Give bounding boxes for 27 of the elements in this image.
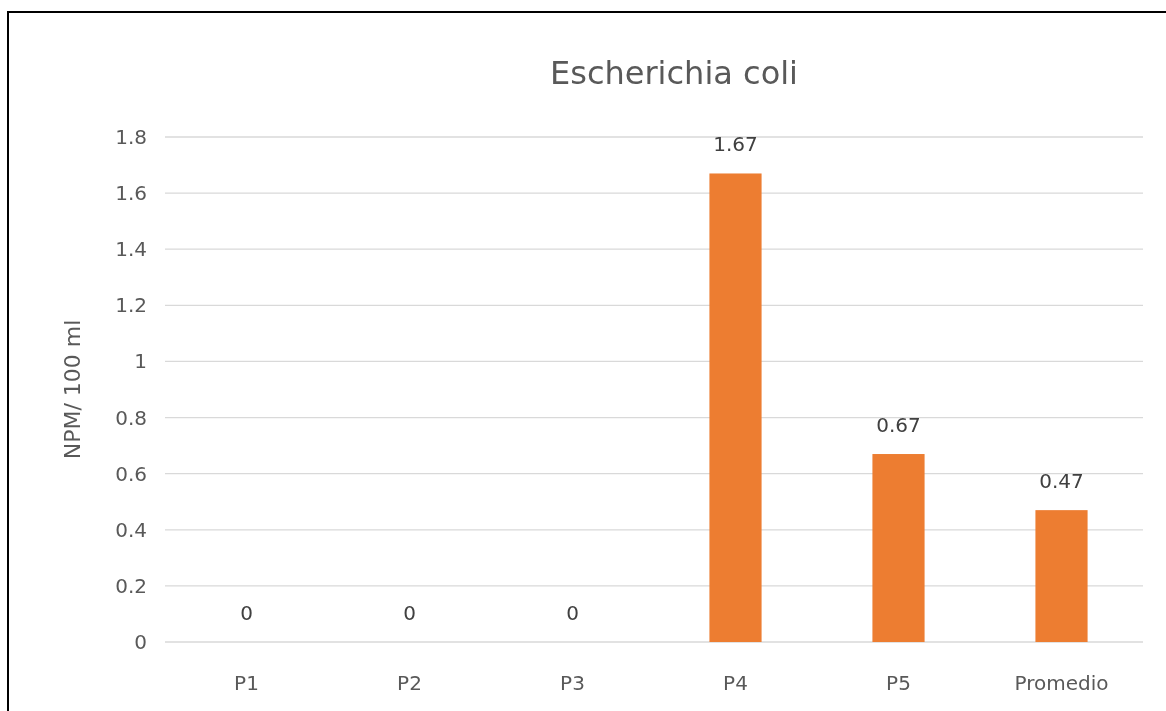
- y-tick-label: 0.6: [115, 461, 147, 486]
- data-label: 0.67: [876, 413, 921, 438]
- y-tick-label: 0.2: [115, 573, 147, 598]
- data-label: 1.67: [713, 132, 758, 157]
- y-tick-label: 0.4: [115, 517, 147, 542]
- y-axis-title: NPM/ 100 ml: [60, 319, 85, 460]
- y-tick-label: 0.8: [115, 405, 147, 430]
- x-tick-label: Promedio: [1014, 671, 1109, 695]
- x-tick-label: P3: [560, 671, 585, 695]
- data-label: 0.47: [1039, 469, 1084, 494]
- data-label: 0: [403, 601, 416, 625]
- x-tick-label: P5: [886, 671, 911, 695]
- y-tick-label: 0: [134, 630, 147, 654]
- y-tick-label: 1: [134, 349, 147, 374]
- x-tick-label: P1: [234, 671, 259, 695]
- y-tick-label: 1.8: [115, 125, 147, 149]
- bar: [1035, 510, 1088, 642]
- data-label: 0: [240, 601, 253, 625]
- bar: [872, 454, 925, 642]
- x-tick-label: P2: [397, 671, 422, 695]
- y-tick-label: 1.2: [115, 293, 147, 318]
- x-tick-label: P4: [723, 671, 748, 695]
- data-label: 0: [566, 601, 579, 625]
- bar: [709, 173, 762, 642]
- y-tick-label: 1.4: [115, 237, 147, 262]
- y-tick-label: 1.6: [115, 181, 147, 206]
- chart-title: Escherichia coli: [550, 54, 798, 92]
